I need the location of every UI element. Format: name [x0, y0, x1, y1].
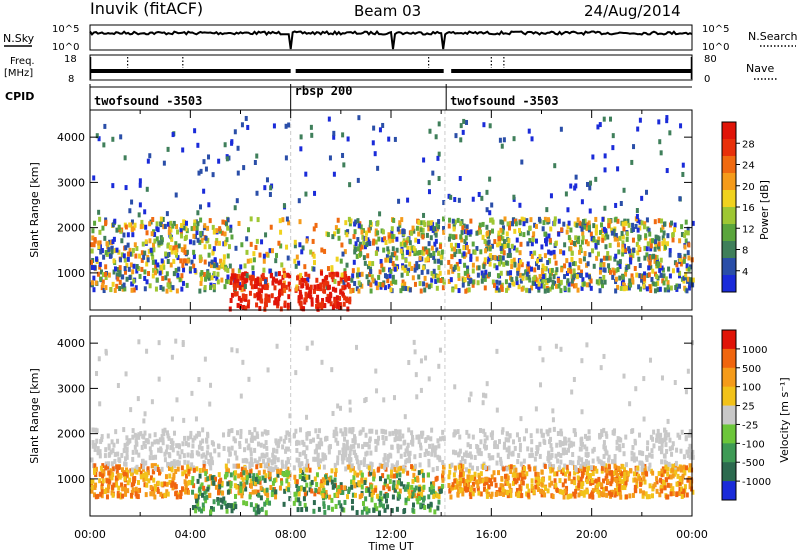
y-tick-label: 3000 — [57, 382, 85, 395]
freq-panel: Freq. [MHz] 18 8 80 0 Nave — [4, 54, 778, 85]
colorbar-tick-label: 500 — [742, 364, 761, 375]
colorbar-swatch — [722, 258, 736, 276]
colorbar-tick-label: 100 — [742, 383, 761, 394]
velocity-ylabel: Slant Range [km] — [28, 368, 41, 464]
colorbar-tick-label: 25 — [742, 402, 755, 413]
colorbar-swatch — [722, 207, 736, 225]
colorbar-tick-label: 4 — [742, 267, 748, 278]
cpid-label: CPID — [5, 90, 34, 103]
cpid-segment-label: twofsound -3503 — [450, 94, 558, 108]
freq-unit: [MHz] — [4, 68, 33, 79]
colorbar-tick-label: -100 — [742, 439, 765, 450]
y-tick-label: 4000 — [57, 337, 85, 350]
nsearch-tick-top: 10^5 — [702, 24, 729, 35]
nsky-tick-top: 10^5 — [52, 24, 79, 35]
x-tick-label: 00:00 — [676, 528, 708, 541]
freq-tick-top: 18 — [64, 54, 77, 65]
colorbar-tick-label: 1000 — [742, 345, 767, 356]
nave-label: Nave — [746, 62, 774, 75]
y-tick-label: 1000 — [57, 473, 85, 486]
freq-trace — [89, 57, 693, 79]
power-panel: 1000 2000 3000 4000 Slant Range [km] 28 24 20… — [28, 109, 771, 312]
nave-tick-bottom: 0 — [704, 74, 710, 85]
y-tick-label: 2000 — [57, 222, 85, 235]
x-tick-label: 04:00 — [174, 528, 206, 541]
power-colorbar-label: Power [dB] — [758, 180, 771, 240]
x-tick-label: 12:00 — [375, 528, 407, 541]
colorbar-swatch — [722, 275, 736, 293]
colorbar-tick-label: 12 — [742, 224, 755, 235]
x-tick-label: 20:00 — [576, 528, 608, 541]
colorbar-swatch — [722, 424, 736, 444]
colorbar-swatch — [722, 481, 736, 501]
x-axis-label: Time UT — [367, 540, 413, 553]
y-tick-label: 1000 — [57, 267, 85, 280]
beam-title: Beam 03 — [354, 2, 421, 20]
colorbar-tick-label: 20 — [742, 182, 755, 193]
colorbar-swatch — [722, 405, 736, 425]
colorbar-swatch — [722, 241, 736, 259]
colorbar-tick-label: -500 — [742, 458, 765, 469]
cpid-strip: CPID twofsound -3503 rbsp 200 twofsound -3… — [5, 84, 692, 110]
y-tick-label: 4000 — [57, 131, 85, 144]
colorbar-swatch — [722, 156, 736, 174]
colorbar-tick-label: 8 — [742, 246, 748, 257]
colorbar-swatch — [722, 443, 736, 463]
colorbar-swatch — [722, 139, 736, 157]
x-tick-label: 08:00 — [275, 528, 307, 541]
colorbar-tick-label: 28 — [742, 139, 755, 150]
nsky-label: N.Sky — [3, 32, 35, 45]
power-ylabel: Slant Range [km] — [28, 162, 41, 258]
y-tick-label: 3000 — [57, 176, 85, 189]
cpid-segment-label: rbsp 200 — [295, 84, 353, 98]
nsky-tick-bottom: 10^0 — [52, 42, 79, 53]
colorbar-swatch — [722, 190, 736, 208]
colorbar-swatch — [722, 122, 736, 140]
nsky-panel: N.Sky 10^5 10^0 10^5 10^0 N.Search — [3, 24, 798, 53]
station-title: Inuvik (fitACF) — [90, 0, 203, 18]
colorbar-tick-label: -25 — [742, 420, 758, 431]
colorbar-swatch — [722, 348, 736, 369]
colorbar-swatch — [722, 330, 736, 350]
velocity-colorbar-label: Velocity [m s⁻¹] — [778, 377, 791, 462]
nsky-trace — [89, 29, 693, 50]
velocity-panel: 1000 2000 3000 4000 Slant Range [km] 1000 50… — [28, 315, 791, 517]
x-tick-label: 16:00 — [475, 528, 507, 541]
nave-tick-top: 80 — [704, 54, 717, 65]
nsearch-tick-bottom: 10^0 — [702, 42, 729, 53]
colorbar-swatch — [722, 224, 736, 242]
colorbar-swatch — [722, 173, 736, 191]
colorbar-tick-label: 16 — [742, 203, 755, 214]
date-title: 24/Aug/2014 — [584, 2, 681, 20]
colorbar-tick-label: -1000 — [742, 477, 771, 488]
freq-tick-bottom: 8 — [68, 74, 74, 85]
freq-label: Freq. — [10, 56, 35, 67]
colorbar-tick-label: 24 — [742, 161, 755, 172]
colorbar-swatch — [722, 367, 736, 388]
colorbar-swatch — [722, 462, 736, 482]
cpid-segment-label: twofsound -3503 — [94, 94, 202, 108]
x-tick-label: 00:00 — [74, 528, 106, 541]
nsearch-label: N.Search — [748, 30, 798, 43]
y-tick-label: 2000 — [57, 428, 85, 441]
colorbar-swatch — [722, 386, 736, 407]
